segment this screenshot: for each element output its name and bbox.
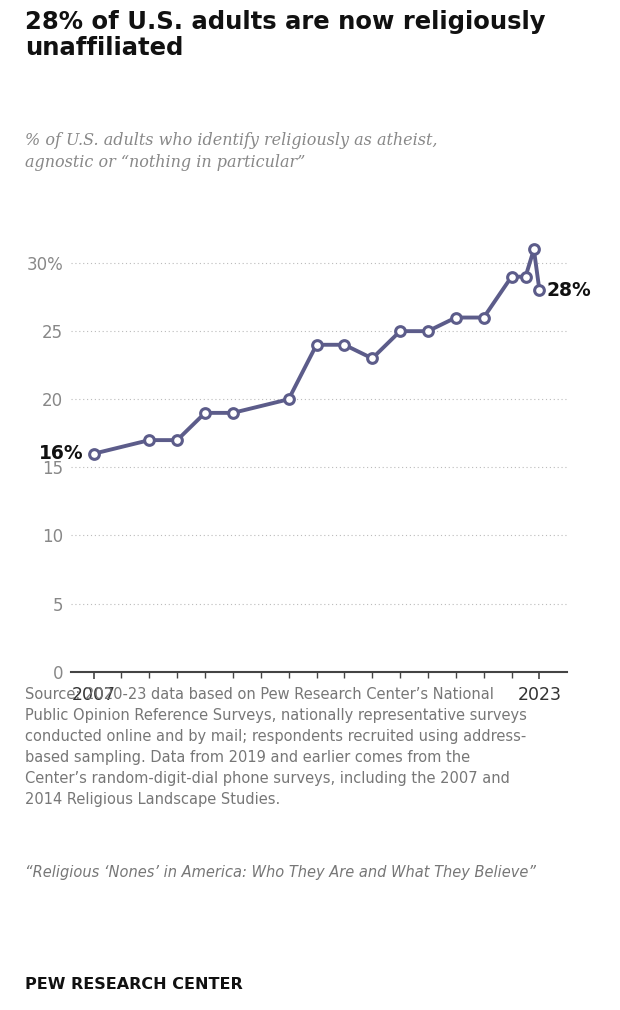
Text: “Religious ‘Nones’ in America: Who They Are and What They Believe”: “Religious ‘Nones’ in America: Who They … bbox=[25, 865, 536, 880]
Text: PEW RESEARCH CENTER: PEW RESEARCH CENTER bbox=[25, 978, 242, 992]
Text: % of U.S. adults who identify religiously as atheist,
agnostic or “nothing in pa: % of U.S. adults who identify religiousl… bbox=[25, 132, 437, 171]
Text: 16%: 16% bbox=[39, 444, 84, 464]
Text: 28%: 28% bbox=[546, 281, 591, 300]
Text: Source: 2020-23 data based on Pew Research Center’s National
Public Opinion Refe: Source: 2020-23 data based on Pew Resear… bbox=[25, 687, 526, 807]
Text: 28% of U.S. adults are now religiously
unaffiliated: 28% of U.S. adults are now religiously u… bbox=[25, 10, 546, 60]
